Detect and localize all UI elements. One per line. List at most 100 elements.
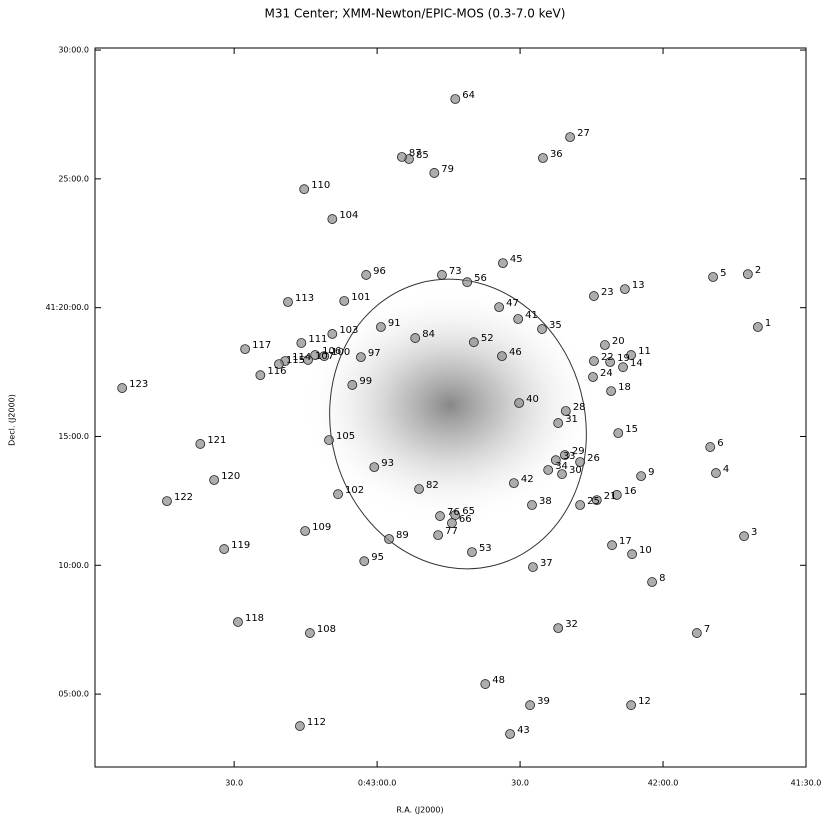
source-label: 122 (174, 492, 193, 503)
source-label: 35 (549, 320, 562, 331)
y-tick-label: 30:00.0 (58, 46, 89, 55)
source-label: 66 (459, 514, 472, 525)
source (361, 270, 372, 280)
source-label: 115 (286, 355, 305, 366)
source-label: 87 (409, 148, 422, 159)
source (525, 700, 535, 711)
source-label: 14 (630, 358, 643, 369)
source (498, 258, 508, 269)
source (369, 462, 380, 473)
source (410, 333, 421, 343)
source-label: 106 (322, 346, 341, 357)
source-label: 27 (577, 128, 590, 139)
x-tick-label: 0:43:00.0 (358, 779, 396, 788)
source (467, 547, 477, 558)
x-tick-label: 30.0 (225, 779, 243, 788)
source-label: 15 (625, 424, 638, 435)
source-label: 18 (618, 382, 631, 393)
source-label: 48 (492, 675, 505, 686)
source (339, 296, 350, 306)
source-label: 111 (308, 334, 327, 345)
source-label: 110 (311, 180, 330, 191)
source (708, 272, 718, 282)
source (557, 469, 567, 479)
source (553, 418, 564, 428)
source-label: 101 (351, 292, 370, 303)
source-label: 107 (315, 351, 334, 362)
source (589, 356, 599, 366)
source (497, 351, 507, 362)
source-label: 23 (601, 287, 614, 298)
source-label: 39 (537, 696, 550, 707)
source-label: 38 (539, 496, 552, 507)
d25-ellipse (329, 278, 587, 570)
source-label: 76 (447, 507, 460, 518)
source-label: 109 (312, 522, 331, 533)
source (240, 344, 251, 355)
source-label: 117 (252, 340, 271, 351)
source (305, 628, 315, 638)
source (209, 475, 220, 485)
source-label: 42 (521, 474, 534, 485)
source (450, 94, 461, 104)
source (550, 455, 561, 466)
source (575, 500, 586, 510)
source-label: 46 (509, 347, 522, 358)
source (447, 518, 457, 528)
source (711, 468, 721, 478)
y-tick-label: 41:20:00.0 (45, 303, 89, 312)
source-label: 40 (526, 394, 539, 405)
source-label: 95 (371, 552, 384, 563)
source (396, 152, 407, 162)
source-label: 41 (525, 310, 538, 321)
source-label: 82 (426, 480, 439, 491)
source (626, 350, 637, 360)
source-label: 91 (388, 318, 401, 329)
source-label: 116 (267, 366, 286, 377)
source (117, 383, 128, 393)
source-label: 36 (550, 149, 563, 160)
source-label: 26 (587, 453, 600, 464)
source-label: 6 (717, 438, 723, 449)
source (591, 495, 602, 506)
source (742, 269, 753, 280)
source-label: 37 (540, 558, 553, 569)
source (303, 355, 313, 365)
source (752, 322, 763, 332)
source (274, 359, 284, 369)
source (739, 531, 749, 542)
source-label: 120 (221, 471, 240, 482)
source-label: 20 (612, 336, 625, 347)
source (437, 270, 447, 280)
source (435, 511, 445, 521)
source (299, 184, 310, 195)
y-tick-label: 10:00.0 (58, 561, 89, 570)
source (327, 214, 338, 224)
source (528, 562, 538, 572)
source (255, 370, 266, 381)
source (414, 484, 424, 494)
source-label: 105 (336, 431, 355, 442)
source (508, 478, 519, 489)
source-label: 64 (462, 90, 475, 101)
source-label: 53 (479, 543, 492, 554)
source (589, 291, 599, 301)
source-label: 112 (307, 717, 326, 728)
source-label: 73 (449, 266, 462, 277)
source (295, 721, 305, 731)
source-label: 96 (373, 266, 386, 277)
source-label: 93 (381, 458, 394, 469)
source (636, 471, 647, 482)
source-label: 5 (720, 268, 726, 279)
source (300, 526, 311, 536)
source (560, 406, 571, 416)
source-label: 17 (619, 536, 632, 547)
source-label: 43 (517, 725, 530, 736)
source (433, 530, 444, 541)
source-label: 28 (573, 402, 586, 413)
source-label: 119 (231, 540, 250, 551)
source (462, 277, 473, 288)
source-label: 103 (339, 325, 358, 336)
source-label: 7 (704, 624, 710, 635)
